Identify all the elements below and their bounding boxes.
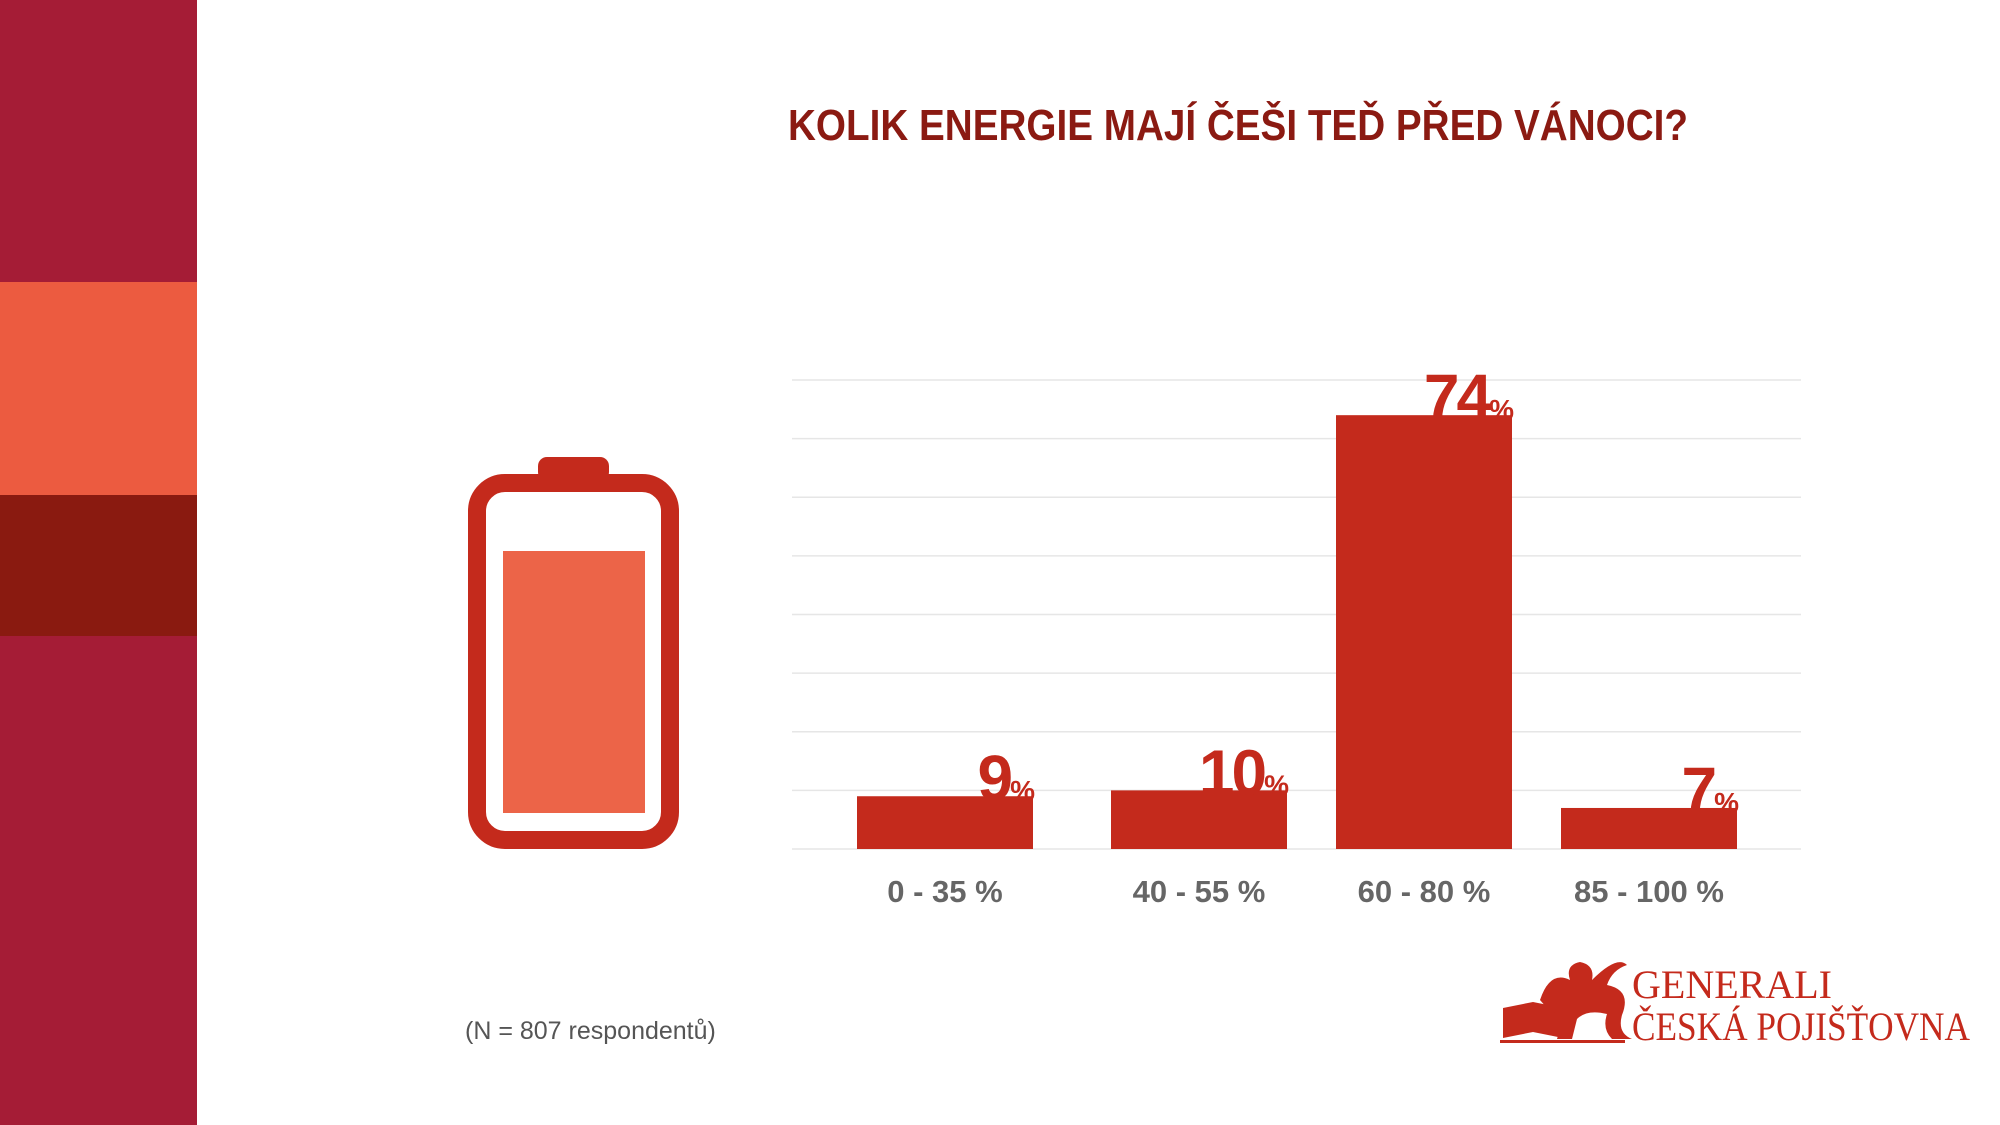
x-tick-label: 60 - 80 % <box>1358 874 1491 909</box>
logo-book <box>1503 1002 1563 1038</box>
logo-line1: GENERALI <box>1632 962 1832 1007</box>
x-tick-label: 0 - 35 % <box>887 874 1002 909</box>
bar <box>1111 790 1287 849</box>
value-label: 74% <box>1424 361 1514 433</box>
bar <box>1561 807 1737 849</box>
value-label: 7% <box>1682 754 1740 826</box>
value-label: 10% <box>1199 736 1289 808</box>
logo-lion <box>1500 962 1632 1043</box>
stripe-orange <box>0 282 197 495</box>
x-tick-label: 85 - 100 % <box>1574 874 1724 909</box>
battery-fill <box>503 551 645 813</box>
battery-body <box>468 474 679 849</box>
bar <box>857 796 1033 849</box>
value-label: 9% <box>978 742 1036 814</box>
stripe-top <box>0 0 197 282</box>
stripe-dark <box>0 495 197 636</box>
logo-underline <box>1500 1040 1625 1043</box>
logo-lion-shape <box>1540 962 1632 1039</box>
logo-line2: ČESKÁ POJIŠŤOVNA <box>1632 1004 1970 1049</box>
battery-icon <box>468 457 679 849</box>
logo: GENERALI ČESKÁ POJIŠŤOVNA <box>1500 962 1970 1049</box>
stripe-bottom <box>0 636 197 1125</box>
bar <box>1336 415 1512 849</box>
chart-title: KOLIK ENERGIE MAJÍ ČEŠI TEĎ PŘED VÁNOCI? <box>788 99 1688 150</box>
footnote: (N = 807 respondentů) <box>465 1017 716 1045</box>
x-tick-label: 40 - 55 % <box>1133 874 1266 909</box>
